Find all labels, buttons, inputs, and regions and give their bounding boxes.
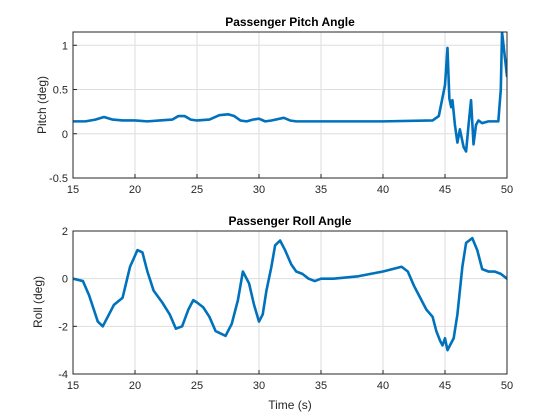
roll-x-tick-label: 35 <box>315 380 327 392</box>
pitch-x-tick-label: 20 <box>129 184 141 196</box>
pitch-x-tick-label: 45 <box>439 184 451 196</box>
pitch-ticks: 15 20 25 30 35 40 45 50 -0.5 0 0.5 1 <box>49 40 513 196</box>
roll-x-tick-label: 40 <box>377 380 389 392</box>
pitch-series-line <box>73 32 507 153</box>
roll-y-axis-label: Roll (deg) <box>31 276 45 328</box>
pitch-x-tick-label: 50 <box>501 184 513 196</box>
roll-y-tick-label: -4 <box>58 369 68 381</box>
roll-x-tick-label: 20 <box>129 380 141 392</box>
pitch-y-tick-label: 0 <box>62 129 68 141</box>
roll-series <box>73 236 507 352</box>
roll-chart-title: Passenger Roll Angle <box>229 214 352 228</box>
pitch-x-tick-label: 35 <box>315 184 327 196</box>
roll-ticks: 15 20 25 30 35 40 45 50 -4 -2 0 2 <box>58 226 513 392</box>
pitch-axes: 15 20 25 30 35 40 45 50 -0.5 0 0.5 1 Passenger Pitc… <box>35 15 513 196</box>
roll-x-tick-label: 50 <box>501 380 513 392</box>
pitch-y-tick-label: 0.5 <box>53 85 68 97</box>
x-axis-label: Time (s) <box>268 398 312 412</box>
pitch-chart-title: Passenger Pitch Angle <box>225 15 355 29</box>
roll-x-tick-label: 30 <box>253 380 265 392</box>
roll-x-tick-label: 15 <box>67 380 79 392</box>
roll-x-tick-label: 45 <box>439 380 451 392</box>
pitch-y-tick-label: 1 <box>62 40 68 52</box>
roll-y-tick-label: 0 <box>62 274 68 286</box>
roll-axes: 15 20 25 30 35 40 45 50 -4 -2 0 2 Passenger Roll An… <box>31 214 513 412</box>
pitch-axes-frame <box>72 31 508 179</box>
pitch-x-tick-label: 40 <box>377 184 389 196</box>
roll-axes-frame <box>72 230 508 375</box>
roll-series-line <box>73 236 507 352</box>
pitch-y-tick-label: -0.5 <box>49 173 68 185</box>
pitch-x-tick-label: 30 <box>253 184 265 196</box>
roll-x-tick-label: 25 <box>191 380 203 392</box>
pitch-x-tick-label: 25 <box>191 184 203 196</box>
pitch-series <box>73 32 507 153</box>
roll-y-tick-label: -2 <box>58 321 68 333</box>
pitch-y-axis-label: Pitch (deg) <box>35 76 49 134</box>
roll-y-tick-label: 2 <box>62 226 68 238</box>
pitch-x-tick-label: 15 <box>67 184 79 196</box>
